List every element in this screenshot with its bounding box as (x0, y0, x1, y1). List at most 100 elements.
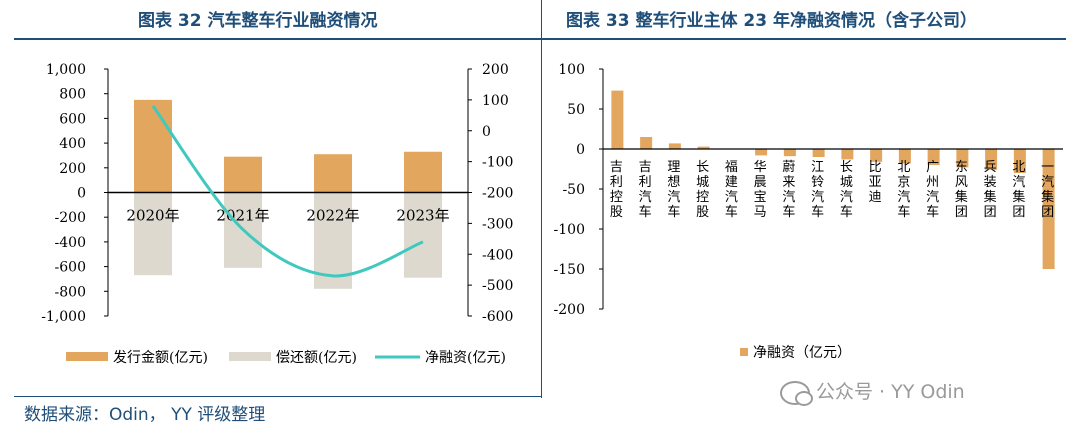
category-char: 团 (984, 205, 999, 220)
category-char: 京 (897, 175, 912, 190)
net-financing-bar (668, 143, 681, 149)
net-financing-bar (755, 149, 768, 156)
left-chart: 1,000 800 600 400 200 0 -200 -400 -600 -800 -1,000… (41, 62, 513, 366)
category-char: 江 (811, 160, 826, 175)
net-financing-bar (812, 149, 825, 157)
left-tick-label: 1,000 (46, 62, 86, 78)
net-financing-bar (697, 146, 710, 149)
legend-swatch (740, 348, 748, 356)
footer-line (14, 396, 541, 397)
category-label: 吉利控股 (610, 160, 625, 220)
category-char: 团 (1041, 205, 1056, 220)
y-tick-label: 50 (567, 102, 585, 118)
net-financing-bar (783, 149, 796, 157)
net-financing-bar (1013, 149, 1026, 173)
category-char: 汽 (639, 190, 654, 205)
category-char: 北 (1012, 160, 1027, 175)
legend-label: 发行金额(亿元) (113, 350, 208, 366)
right-tick-label: -500 (482, 278, 513, 294)
issue-bar (134, 99, 172, 193)
left-tick-label: 200 (59, 161, 86, 177)
left-tick-label: -800 (55, 284, 86, 300)
right-chart-title: 图表 33 整车行业主体 23 年净融资情况（含子公司） (566, 11, 977, 31)
category-char: 吉 (639, 160, 654, 175)
category-char: 建 (725, 175, 740, 190)
category-char: 来 (782, 175, 797, 190)
category-char: 集 (984, 189, 999, 205)
right-tick-label: -400 (482, 247, 513, 263)
category-char: 汽 (725, 190, 740, 205)
category-char: 集 (955, 189, 970, 205)
category-char: 铃 (811, 175, 826, 190)
category-char: 汽 (1041, 175, 1056, 190)
net-financing-bar (956, 149, 969, 168)
category-char: 车 (811, 204, 826, 220)
net-financing-bar (841, 149, 854, 160)
category-char: 福 (725, 160, 740, 175)
category-label: 吉利汽车 (639, 160, 654, 220)
category-label: 蔚来汽车 (782, 160, 797, 220)
category-label: 北京汽车 (897, 160, 912, 220)
net-financing-bar (927, 149, 940, 165)
net-financing-bar (1042, 149, 1055, 269)
left-chart-title: 图表 32 汽车整车行业融资情况 (138, 11, 378, 31)
left-tick-label: 400 (59, 136, 86, 152)
y-tick-label: -150 (554, 262, 585, 278)
watermark: 公众号 · YY Odin (780, 377, 965, 406)
category-label: 福建汽车 (725, 160, 740, 220)
net-financing-bar (640, 137, 653, 149)
right-tick-label: -100 (482, 155, 513, 171)
category-char: 汽 (811, 190, 826, 205)
net-financing-line (151, 105, 424, 278)
category-char: 车 (667, 204, 682, 220)
category-char: 股 (610, 205, 625, 220)
category-char: 车 (897, 204, 912, 220)
category-char: 团 (1012, 205, 1027, 220)
category-char: 汽 (926, 190, 941, 205)
issue-bar (404, 151, 442, 193)
category-label: 江铃汽车 (811, 160, 826, 220)
category-label: 比亚迪 (869, 160, 884, 205)
category-char: 利 (639, 175, 654, 190)
panel-divider (541, 0, 542, 398)
y-tick-label: -100 (554, 222, 585, 238)
category-char: 晨 (754, 175, 769, 190)
category-char: 车 (840, 204, 855, 220)
y-tick-label: 100 (558, 62, 585, 78)
category-label: 华晨宝马 (754, 160, 769, 220)
category-char: 城 (696, 175, 711, 190)
category-label: 一汽集团 (1041, 160, 1056, 220)
net-financing-bar (611, 90, 624, 149)
category-char: 迪 (869, 190, 884, 205)
category-char: 利 (610, 175, 625, 190)
left-tick-label: -1,000 (41, 309, 86, 325)
category-char: 股 (696, 205, 711, 220)
category-char: 汽 (1012, 175, 1027, 190)
category-char: 广 (926, 160, 941, 175)
y-tick-label: -50 (562, 182, 585, 198)
net-financing-bar (870, 149, 883, 162)
category-char: 吉 (610, 160, 625, 175)
left-tick-label: 800 (59, 87, 86, 103)
category-label: 东风集团 (955, 160, 970, 220)
legend-swatch-repay (229, 352, 271, 361)
category-char: 亚 (869, 175, 884, 190)
category-char: 集 (1041, 189, 1056, 205)
category-char: 长 (696, 160, 711, 175)
category-label: 2020年 (126, 207, 179, 225)
category-char: 控 (696, 190, 711, 205)
legend-label: 净融资（亿元） (753, 345, 851, 361)
category-label: 2022年 (306, 207, 359, 225)
watermark-text: 公众号 · YY Odin (816, 381, 965, 403)
left-tick-label: 0 (77, 186, 86, 202)
right-tick-label: -200 (482, 186, 513, 202)
category-char: 长 (840, 160, 855, 175)
right-tick-label: -300 (482, 216, 513, 232)
net-financing-bar (898, 149, 911, 164)
category-label: 2023年 (396, 207, 449, 225)
left-tick-label: -400 (55, 235, 86, 251)
category-char: 团 (955, 205, 970, 220)
category-label: 长城汽车 (840, 160, 855, 220)
category-char: 理 (667, 160, 682, 175)
right-tick-label: 200 (482, 62, 509, 78)
